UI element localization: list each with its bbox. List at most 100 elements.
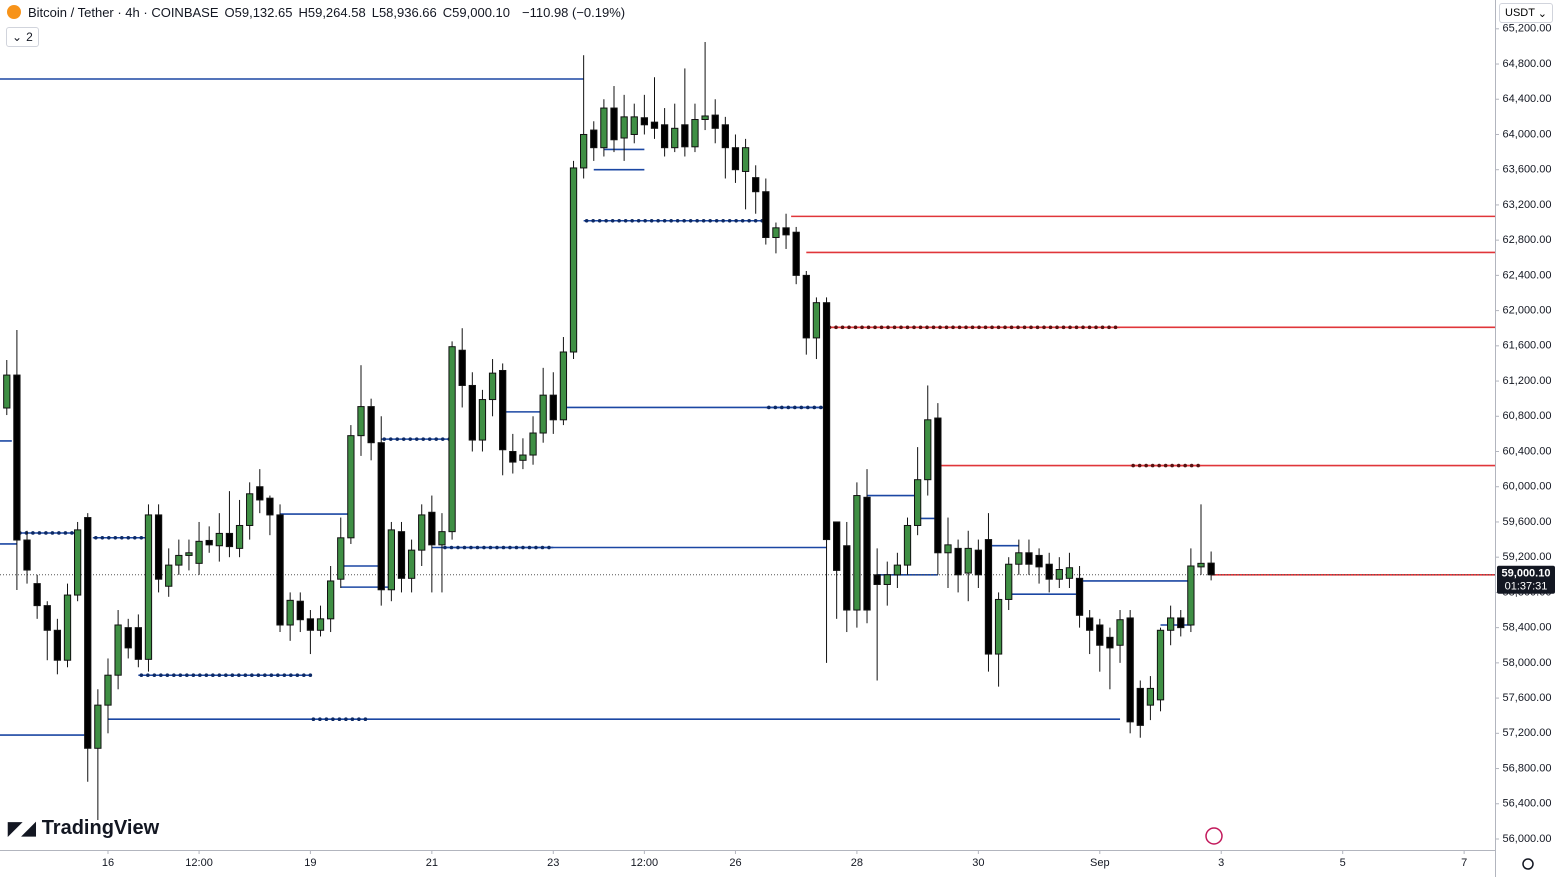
- level-dot: [604, 218, 608, 223]
- level-dot: [311, 717, 316, 722]
- level-dot: [126, 536, 131, 540]
- candle: [843, 521, 851, 633]
- level-dot: [983, 325, 988, 330]
- candle-body: [1156, 629, 1165, 701]
- candle-body: [1187, 565, 1195, 626]
- candle: [165, 548, 173, 597]
- candle-body: [1086, 617, 1094, 631]
- symbol-header: Bitcoin / Tether · 4h · COINBASE O59,132…: [6, 4, 625, 20]
- level-dot: [462, 545, 467, 550]
- level-dot: [31, 531, 35, 535]
- candle: [124, 618, 132, 659]
- candle-body: [519, 454, 527, 461]
- candle: [519, 438, 527, 470]
- candle-body: [549, 394, 557, 421]
- candle: [1126, 610, 1134, 734]
- level-dot: [866, 325, 871, 330]
- candle: [833, 521, 841, 619]
- y-tick-label: 64,400.00: [1503, 93, 1552, 105]
- candle: [84, 513, 92, 782]
- indicator-toggle[interactable]: ⌄ 2: [6, 27, 39, 47]
- candle: [23, 530, 31, 584]
- candle: [762, 178, 770, 245]
- candle: [276, 504, 284, 633]
- candle-body: [944, 544, 952, 554]
- level-dot: [318, 717, 322, 722]
- candle: [235, 499, 244, 558]
- candle: [448, 341, 456, 540]
- candle-body: [175, 554, 183, 566]
- candle: [225, 491, 234, 558]
- candle-body: [701, 115, 709, 121]
- level-dot: [688, 218, 693, 223]
- flash-icon: [1205, 827, 1223, 845]
- level-dot: [747, 218, 751, 223]
- candle: [1055, 557, 1063, 589]
- candle-body: [509, 451, 517, 463]
- candle: [63, 583, 72, 668]
- level-dot: [834, 325, 838, 330]
- candle-body: [600, 107, 608, 149]
- candle-body: [1197, 562, 1205, 568]
- ohlc-value: 59,132.65: [234, 4, 293, 20]
- level-dot: [408, 437, 413, 441]
- logo-mark: ◤◢: [8, 818, 36, 838]
- candle-body: [873, 574, 881, 585]
- x-tick-label: 12:00: [631, 857, 659, 869]
- candle-body: [1126, 617, 1134, 723]
- level-dot: [243, 673, 248, 677]
- candle-body: [418, 514, 426, 551]
- level-dot: [469, 545, 473, 550]
- level-dot: [951, 325, 955, 330]
- level-dot: [185, 673, 189, 677]
- candle: [1156, 627, 1165, 712]
- logo-text: TradingView: [41, 817, 160, 839]
- candle-body: [1065, 567, 1074, 579]
- candle-body: [448, 346, 456, 533]
- chevron: ⌄: [12, 30, 23, 44]
- last-price-label: 59,000.10: [1502, 568, 1551, 580]
- candle: [296, 592, 304, 633]
- level-dot: [100, 536, 105, 540]
- candle: [397, 521, 406, 593]
- candle: [185, 539, 193, 571]
- symbol[interactable]: Bitcoin / Tether · 4h · COINBASE: [28, 4, 219, 20]
- candle-body: [650, 121, 659, 129]
- y-tick-label: 58,400.00: [1503, 622, 1552, 634]
- candle: [600, 99, 608, 157]
- candle-body: [94, 704, 102, 749]
- level-dot: [879, 325, 884, 330]
- candle-body: [762, 191, 770, 239]
- y-tick-label: 59,600.00: [1503, 516, 1552, 528]
- candle-body: [124, 627, 132, 649]
- level-dot: [957, 325, 962, 330]
- y-tick-label: 56,000.00: [1503, 833, 1552, 845]
- level-dot: [337, 717, 342, 722]
- levels: [0, 78, 1495, 736]
- y-tick-label: 59,200.00: [1503, 551, 1552, 563]
- candle-body: [1075, 577, 1084, 616]
- candle: [144, 504, 153, 672]
- candle: [691, 103, 699, 153]
- countdown: 01:37:31: [1505, 581, 1548, 593]
- candle: [974, 539, 982, 589]
- level-dot: [57, 531, 61, 535]
- candle-body: [33, 583, 41, 607]
- candle: [256, 469, 264, 514]
- level-dot: [708, 218, 712, 223]
- x-tick-label: 26: [729, 857, 741, 869]
- level-dot: [50, 531, 55, 535]
- x-tick-label: 7: [1461, 857, 1467, 869]
- y-tick-label: 63,600.00: [1503, 164, 1552, 176]
- level-dot: [230, 673, 235, 677]
- candle: [175, 539, 183, 575]
- level-dot: [701, 218, 706, 223]
- y-tick-label: 58,000.00: [1503, 657, 1552, 669]
- y-tick-label: 65,200.00: [1503, 23, 1552, 35]
- candle-body: [883, 574, 891, 585]
- candle-body: [1167, 617, 1175, 631]
- candle: [488, 359, 497, 417]
- x-tick-label: 3: [1218, 857, 1224, 869]
- currency-select[interactable]: USDT ⌄: [1499, 3, 1553, 23]
- candle-body: [326, 580, 335, 620]
